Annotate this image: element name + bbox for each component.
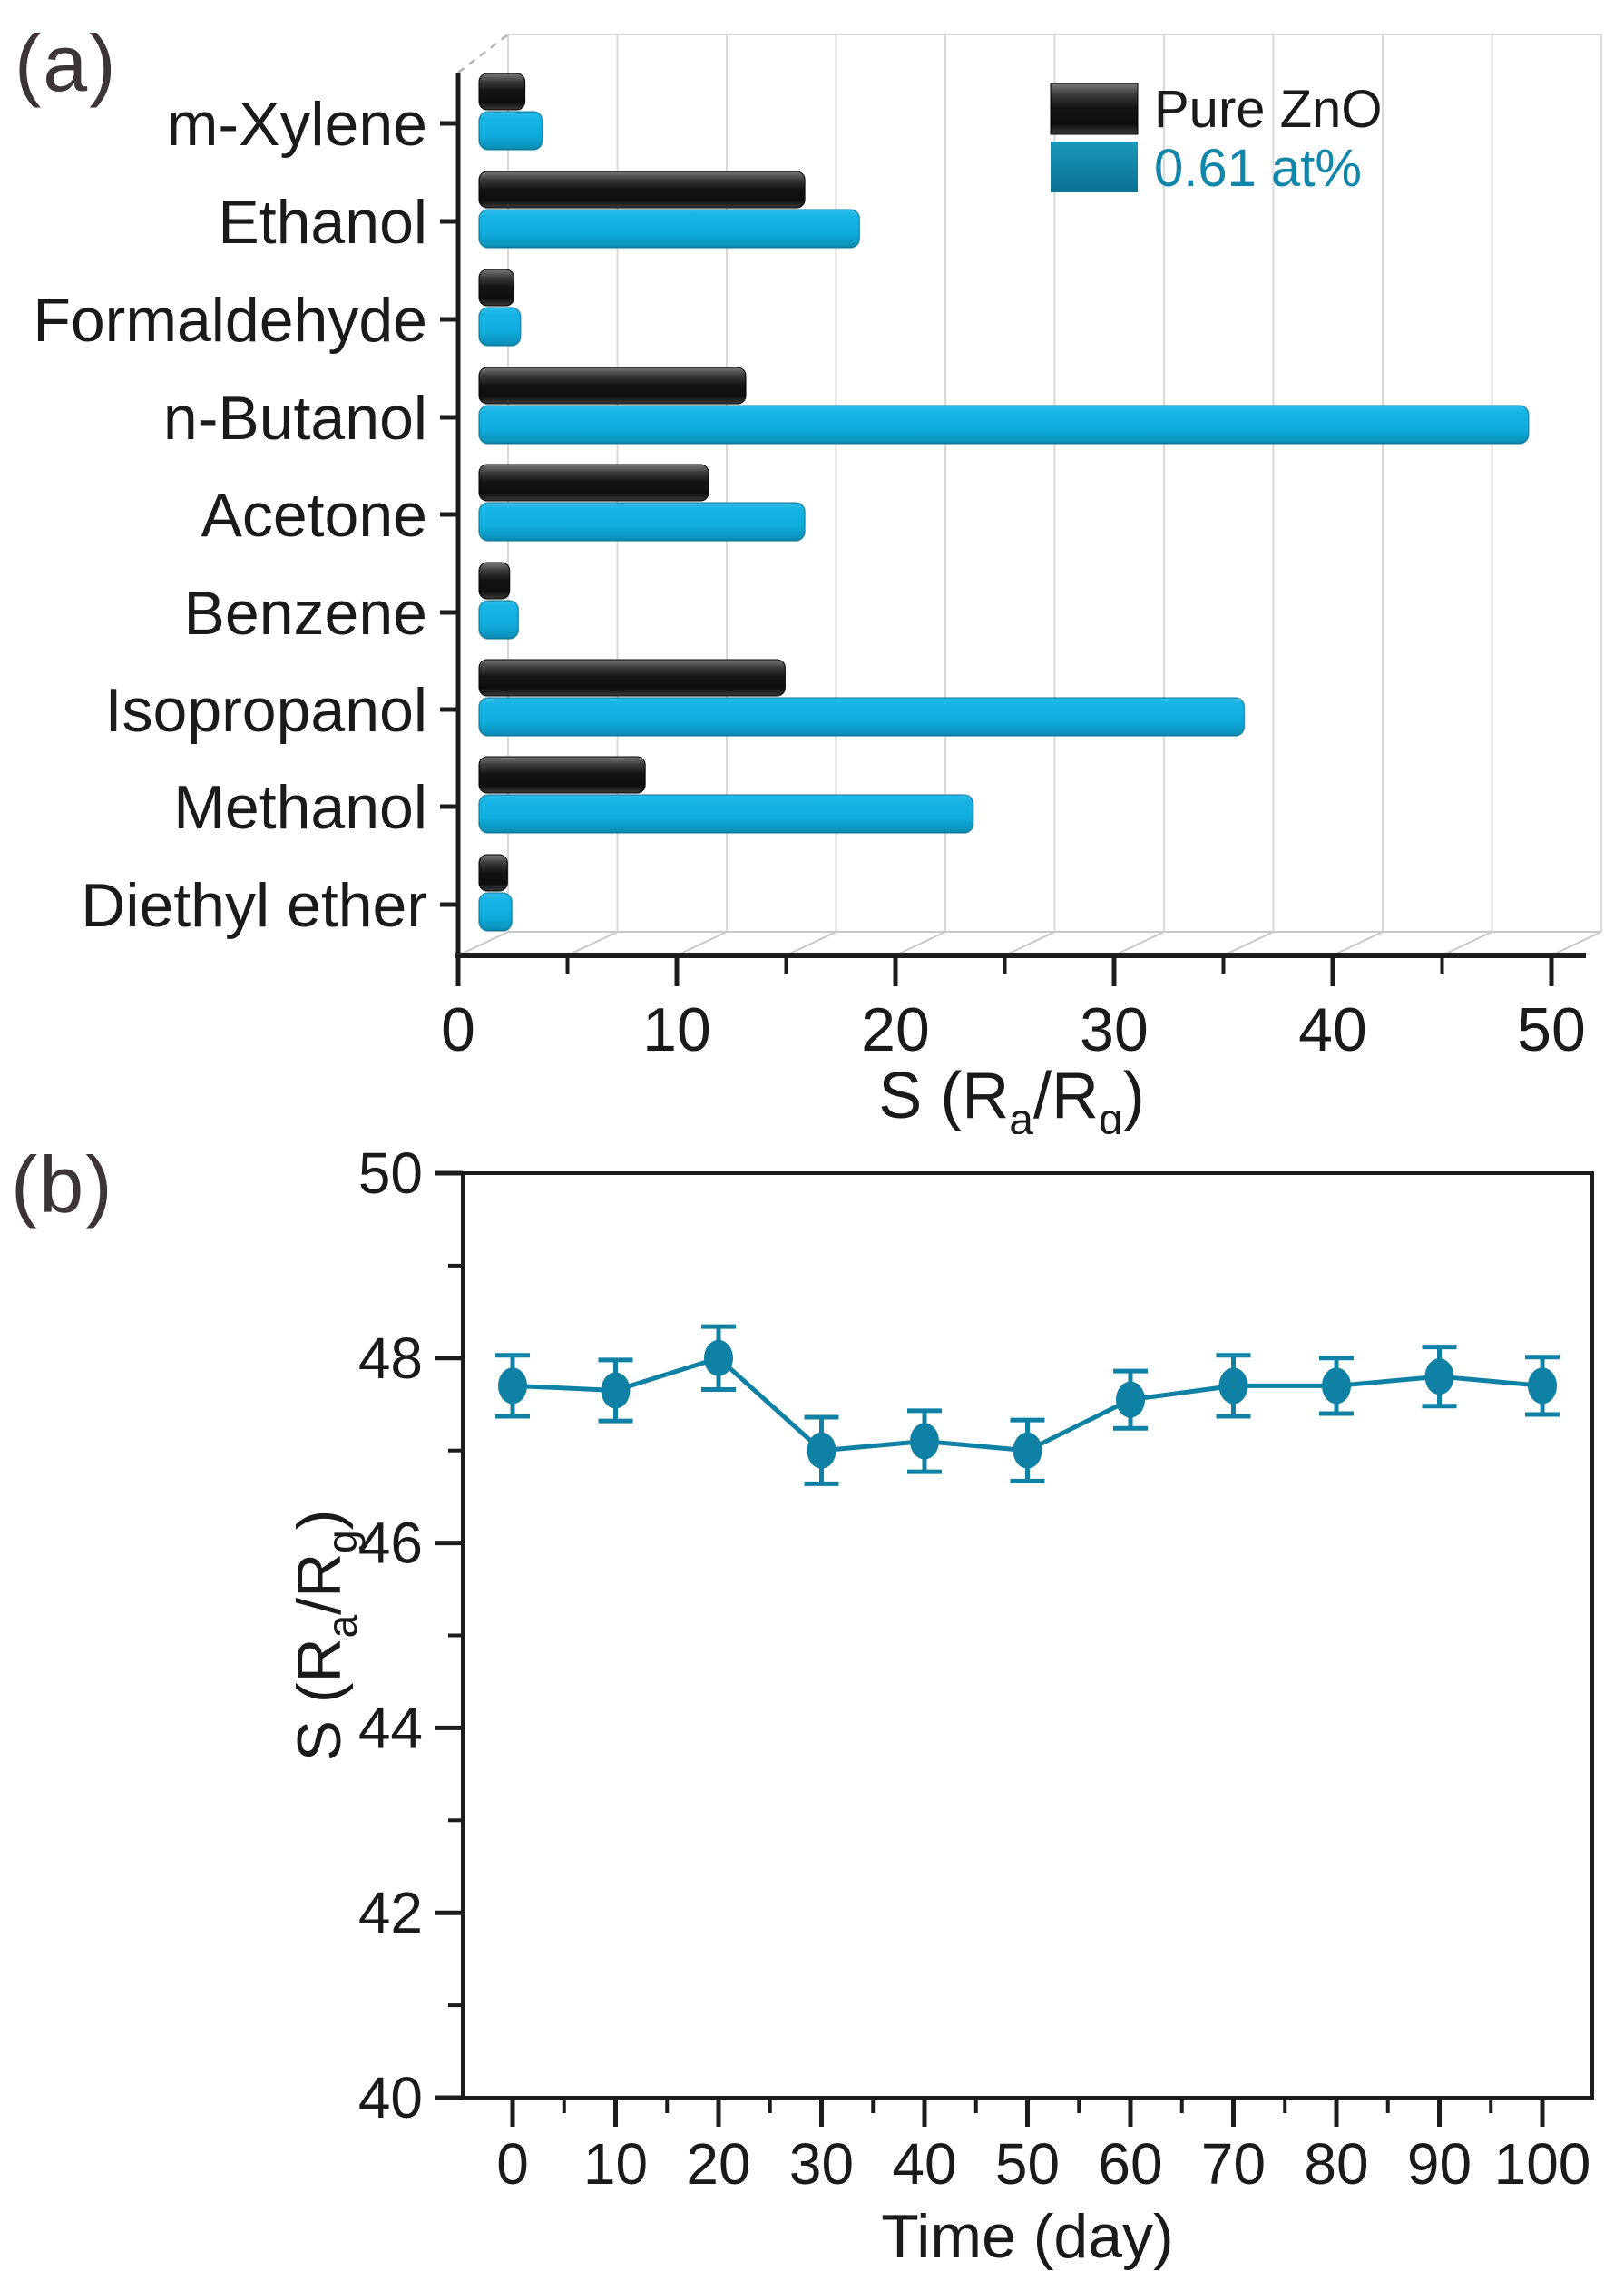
- x-tick-label-50: 50: [995, 2131, 1060, 2197]
- y-tick-label-40: 40: [358, 2065, 423, 2130]
- bar-pure-zno-m-xylene: [478, 73, 526, 111]
- x-tick-label-20: 20: [686, 2131, 750, 2197]
- bar-doped-061at-methanol: [478, 794, 974, 834]
- x-tick-label-50: 50: [1517, 995, 1586, 1064]
- bar-pure-zno-formaldehyde: [478, 269, 515, 307]
- data-point-day-60: [1116, 1381, 1145, 1418]
- bar-pure-zno-isopropanol: [478, 659, 786, 697]
- floor-diagonal-25: [1004, 931, 1055, 956]
- bar-doped-061at-m-xylene: [478, 111, 543, 151]
- category-label-ethanol: Ethanol: [218, 188, 427, 257]
- data-points: [498, 1339, 1557, 1469]
- bars: [478, 73, 1530, 932]
- floor-diagonal-50: [1551, 931, 1602, 956]
- floor-diagonal-0: [457, 931, 509, 956]
- floor-diagonal-45: [1442, 931, 1492, 956]
- data-point-day-100: [1528, 1367, 1557, 1405]
- x-tick-label-100: 100: [1494, 2131, 1591, 2197]
- data-point-day-70: [1218, 1367, 1248, 1405]
- panel-b-line-chart: 40 42 44 46 48 50 0 10 20 30 40 50 60 70 80 90 100 Time (…: [285, 1140, 1594, 2271]
- bar-doped-061at-isopropanol: [478, 697, 1246, 737]
- y-axis-ticks: 40 42 44 46 48 50: [358, 1140, 463, 2130]
- bar-doped-061at-acetone: [478, 502, 806, 542]
- bar-doped-061at-n-butanol: [478, 405, 1530, 445]
- x-axis-title: Time (day): [881, 2202, 1173, 2271]
- floor-diagonal-5: [567, 931, 618, 956]
- floor-diagonal-40: [1332, 931, 1384, 956]
- y-tick-label-50: 50: [358, 1140, 423, 1206]
- category-axis: m-Xylene Ethanol Formaldehyde n-Butanol Acet…: [33, 90, 458, 940]
- category-label-benzene: Benzene: [184, 579, 427, 648]
- x-tick-label-10: 10: [642, 995, 711, 1064]
- x-tick-label-30: 30: [1080, 995, 1149, 1064]
- x-axis-ticks: 0 10 20 30 40 50: [441, 955, 1586, 1064]
- y-axis-title: S (Ra/Rg): [285, 1510, 366, 1762]
- bar-doped-061at-benzene: [478, 600, 520, 640]
- x-axis-ticks: 0 10 20 30 40 50 60 70 80 90 100: [496, 2098, 1590, 2197]
- legend-swatch-pure-zno: [1050, 83, 1139, 135]
- data-point-day-10: [601, 1372, 631, 1409]
- bar-doped-061at-formaldehyde: [478, 307, 522, 347]
- x-tick-label-40: 40: [892, 2131, 956, 2197]
- floor-diagonal-35: [1223, 931, 1274, 956]
- category-label-acetone: Acetone: [201, 481, 427, 550]
- bar-doped-061at-ethanol: [478, 209, 861, 249]
- category-label-diethyl-ether: Diethyl ether: [81, 871, 427, 940]
- x-tick-label-0: 0: [496, 2131, 529, 2197]
- x-tick-label-80: 80: [1304, 2131, 1368, 2197]
- y-tick-label-42: 42: [358, 1880, 423, 1945]
- legend-label-doped: 0.61 at%: [1154, 139, 1362, 198]
- corner-dashed-edge: [457, 34, 509, 73]
- bar-doped-061at-diethyl-ether: [478, 892, 513, 932]
- x-tick-label-20: 20: [861, 995, 930, 1064]
- x-tick-label-70: 70: [1201, 2131, 1266, 2197]
- x-tick-label-30: 30: [789, 2131, 854, 2197]
- floor-3d: [457, 34, 1602, 956]
- bar-pure-zno-methanol: [478, 756, 646, 794]
- x-tick-label-60: 60: [1098, 2131, 1162, 2197]
- data-point-day-40: [910, 1423, 939, 1460]
- panel-b-label: (b): [11, 1140, 114, 1229]
- x-tick-label-40: 40: [1298, 995, 1367, 1064]
- y-tick-label-46: 46: [358, 1511, 423, 1576]
- x-tick-label-90: 90: [1407, 2131, 1472, 2197]
- bar-pure-zno-diethyl-ether: [478, 854, 508, 892]
- category-label-m-xylene: m-Xylene: [167, 90, 427, 159]
- floor-diagonal-20: [895, 931, 946, 956]
- panel-a-label: (a): [15, 18, 118, 108]
- data-point-day-20: [704, 1339, 733, 1376]
- panel-a-bar-chart: m-Xylene Ethanol Formaldehyde n-Butanol Acet…: [33, 34, 1602, 1134]
- category-label-formaldehyde: Formaldehyde: [33, 286, 427, 355]
- data-point-day-30: [807, 1432, 836, 1469]
- y-tick-label-48: 48: [358, 1326, 423, 1391]
- floor-diagonal-10: [676, 931, 728, 956]
- bar-pure-zno-acetone: [478, 464, 709, 502]
- legend-label-pure-zno: Pure ZnO: [1154, 80, 1382, 139]
- floor-diagonal-15: [786, 931, 836, 956]
- bar-pure-zno-benzene: [478, 562, 511, 600]
- data-point-day-90: [1424, 1358, 1454, 1395]
- x-tick-label-10: 10: [583, 2131, 648, 2197]
- category-label-methanol: Methanol: [173, 773, 427, 842]
- floor-diagonal-30: [1113, 931, 1165, 956]
- category-label-n-butanol: n-Butanol: [163, 384, 427, 453]
- data-point-day-50: [1013, 1432, 1042, 1469]
- y-tick-label-44: 44: [358, 1695, 423, 1760]
- x-tick-label-0: 0: [441, 995, 475, 1064]
- x-axis-title: S (Ra/Rg): [878, 1060, 1144, 1134]
- bar-pure-zno-ethanol: [478, 171, 806, 209]
- data-point-day-0: [498, 1367, 527, 1405]
- category-label-isopropanol: Isopropanol: [105, 676, 427, 745]
- bar-pure-zno-n-butanol: [478, 367, 747, 405]
- legend-swatch-doped: [1051, 142, 1138, 192]
- plot-frame: [461, 1171, 1594, 2100]
- data-point-day-80: [1322, 1367, 1351, 1405]
